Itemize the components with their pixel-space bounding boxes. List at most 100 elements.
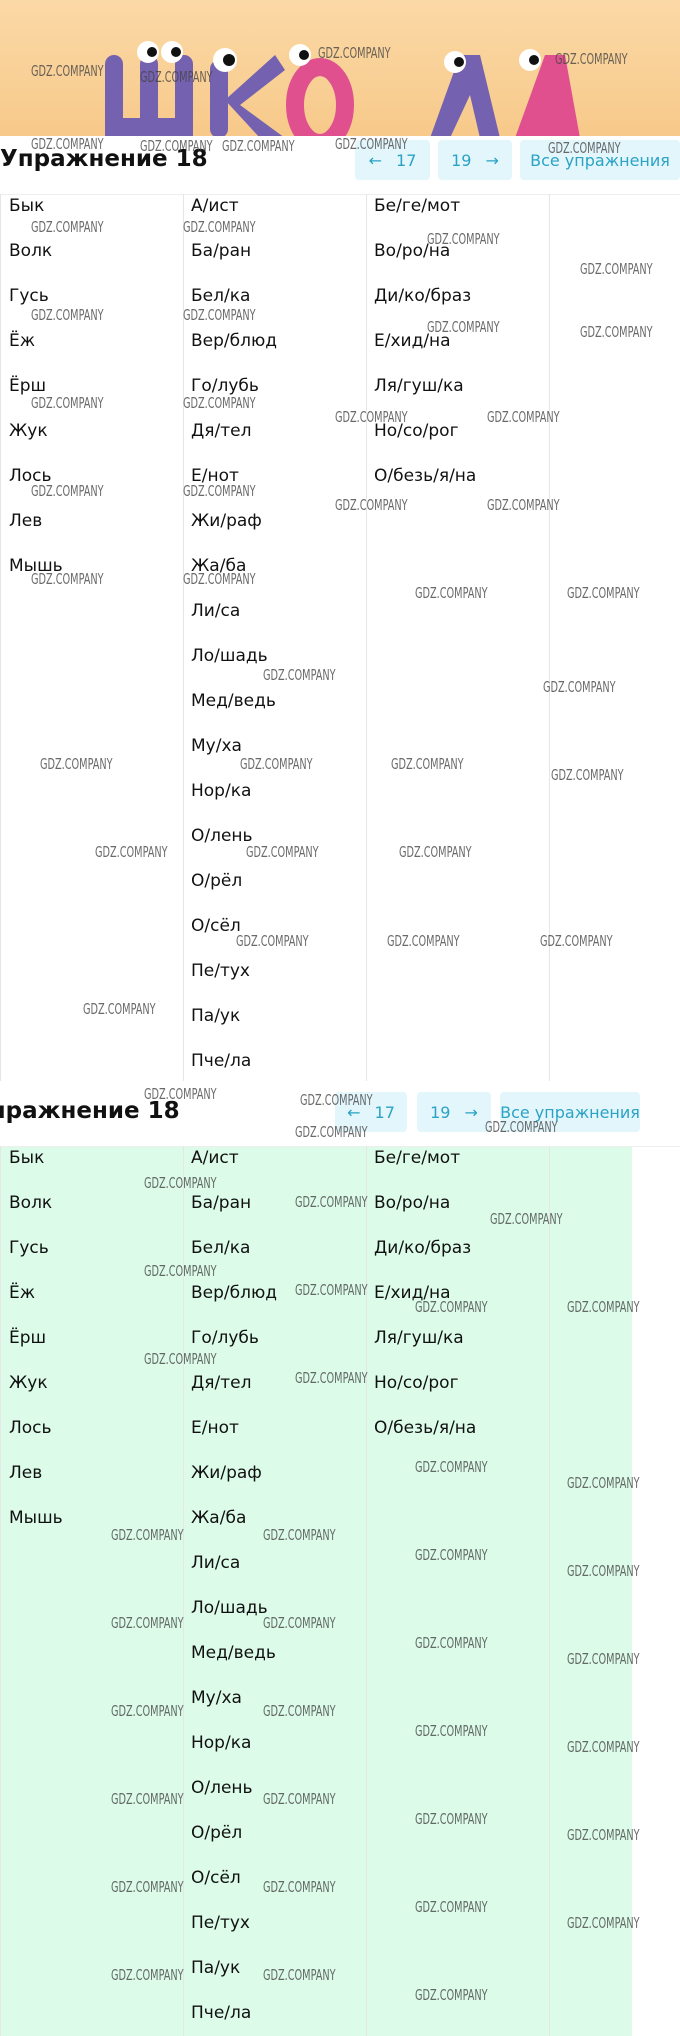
watermark: GDZ.COMPANY bbox=[140, 137, 213, 155]
watermark: GDZ.COMPANY bbox=[31, 218, 104, 236]
table-cell: Пе/тух bbox=[191, 1913, 250, 1933]
table-cell: О/сёл bbox=[191, 916, 241, 936]
watermark: GDZ.COMPANY bbox=[144, 1350, 217, 1368]
table-cell: Бел/ка bbox=[191, 286, 251, 306]
table-cell: Ёж bbox=[9, 331, 36, 351]
table-cell: Вер/блюд bbox=[191, 1283, 278, 1303]
watermark: GDZ.COMPANY bbox=[548, 139, 621, 157]
watermark: GDZ.COMPANY bbox=[567, 1914, 640, 1932]
watermark: GDZ.COMPANY bbox=[183, 218, 256, 236]
prev-button[interactable]: ← 17 bbox=[355, 140, 430, 180]
watermark: GDZ.COMPANY bbox=[31, 394, 104, 412]
next-button[interactable]: 19 → bbox=[438, 140, 512, 180]
table-background bbox=[0, 1146, 632, 2036]
watermark: GDZ.COMPANY bbox=[335, 408, 408, 426]
banner bbox=[0, 0, 680, 152]
section-title: Упражнение 18 bbox=[0, 146, 208, 172]
table-cell: Ёрш bbox=[9, 1328, 47, 1348]
prev-label[interactable]: 17 bbox=[396, 150, 417, 170]
watermark: GDZ.COMPANY bbox=[318, 44, 391, 62]
table-cell: Жи/раф bbox=[191, 1463, 262, 1483]
watermark: GDZ.COMPANY bbox=[490, 1210, 563, 1228]
table-cell: Волк bbox=[9, 241, 53, 261]
watermark: GDZ.COMPANY bbox=[567, 1562, 640, 1580]
table-cell: Но/со/рог bbox=[374, 1373, 459, 1393]
next-label[interactable]: 19 bbox=[430, 1102, 451, 1122]
watermark: GDZ.COMPANY bbox=[551, 766, 624, 784]
watermark: GDZ.COMPANY bbox=[427, 230, 500, 248]
table-cell: Волк bbox=[9, 1193, 53, 1213]
table-cell: Мед/ведь bbox=[191, 691, 276, 711]
table-cell: О/безь/я/на bbox=[374, 1418, 477, 1438]
table-cell: А/ист bbox=[191, 196, 239, 216]
next-button[interactable]: 19 → bbox=[417, 1092, 491, 1132]
table-cell: О/рёл bbox=[191, 1823, 243, 1843]
watermark: GDZ.COMPANY bbox=[31, 62, 104, 80]
table-cell: Па/ук bbox=[191, 1958, 241, 1978]
table-cell: Е/нот bbox=[191, 466, 239, 486]
watermark: GDZ.COMPANY bbox=[295, 1281, 368, 1299]
table-cell: Лось bbox=[9, 1418, 52, 1438]
watermark: GDZ.COMPANY bbox=[31, 570, 104, 588]
table-cell: О/сёл bbox=[191, 1868, 241, 1888]
table-cell: Пче/ла bbox=[191, 2003, 252, 2023]
watermark: GDZ.COMPANY bbox=[580, 323, 653, 341]
watermark: GDZ.COMPANY bbox=[415, 1722, 488, 1740]
watermark: GDZ.COMPANY bbox=[387, 932, 460, 950]
watermark: GDZ.COMPANY bbox=[263, 1702, 336, 1720]
watermark: GDZ.COMPANY bbox=[567, 1474, 640, 1492]
table-cell: Ди/ко/браз bbox=[374, 286, 472, 306]
watermark: GDZ.COMPANY bbox=[415, 1546, 488, 1564]
table-cell: О/лень bbox=[191, 1778, 253, 1798]
watermark: GDZ.COMPANY bbox=[31, 482, 104, 500]
watermark: GDZ.COMPANY bbox=[111, 1878, 184, 1896]
watermark: GDZ.COMPANY bbox=[144, 1262, 217, 1280]
table-cell: Во/ро/на bbox=[374, 241, 451, 261]
all-exercises-button[interactable]: Все упражнения bbox=[520, 140, 680, 180]
prev-label[interactable]: 17 bbox=[374, 1102, 395, 1122]
watermark: GDZ.COMPANY bbox=[263, 666, 336, 684]
all-exercises-button[interactable]: Все упражнения bbox=[500, 1092, 640, 1132]
column-divider bbox=[366, 1146, 367, 2036]
watermark: GDZ.COMPANY bbox=[567, 1826, 640, 1844]
next-label[interactable]: 19 bbox=[451, 150, 472, 170]
watermark: GDZ.COMPANY bbox=[487, 496, 560, 514]
watermark: GDZ.COMPANY bbox=[485, 1118, 558, 1136]
watermark: GDZ.COMPANY bbox=[111, 1614, 184, 1632]
watermark: GDZ.COMPANY bbox=[263, 1526, 336, 1544]
table-cell: Гусь bbox=[9, 1238, 49, 1258]
watermark: GDZ.COMPANY bbox=[183, 306, 256, 324]
table-cell: Жук bbox=[9, 1373, 48, 1393]
watermark: GDZ.COMPANY bbox=[111, 1526, 184, 1544]
table-cell: Нор/ка bbox=[191, 781, 252, 801]
watermark: GDZ.COMPANY bbox=[263, 1966, 336, 1984]
table-cell: Жа/ба bbox=[191, 556, 247, 576]
watermark: GDZ.COMPANY bbox=[555, 50, 628, 68]
table-cell: Мед/ведь bbox=[191, 1643, 276, 1663]
table-cell: Мышь bbox=[9, 1508, 63, 1528]
table-cell: Бык bbox=[9, 1148, 45, 1168]
watermark: GDZ.COMPANY bbox=[246, 843, 319, 861]
table-cell: Жи/раф bbox=[191, 511, 262, 531]
table-cell: Дя/тел bbox=[191, 1373, 252, 1393]
watermark: GDZ.COMPANY bbox=[31, 135, 104, 153]
watermark: GDZ.COMPANY bbox=[300, 1091, 373, 1109]
table-cell: Но/со/рог bbox=[374, 421, 459, 441]
column-divider bbox=[0, 1146, 1, 2036]
watermark: GDZ.COMPANY bbox=[111, 1966, 184, 1984]
table-cell: Му/ха bbox=[191, 736, 242, 756]
prev-button[interactable]: ← 17 bbox=[335, 1092, 407, 1132]
table-cell: О/лень bbox=[191, 826, 253, 846]
table-cell: Ли/са bbox=[191, 1553, 241, 1573]
table-cell: О/рёл bbox=[191, 871, 243, 891]
column-divider bbox=[183, 1146, 184, 2036]
watermark: GDZ.COMPANY bbox=[263, 1614, 336, 1632]
watermark: GDZ.COMPANY bbox=[399, 843, 472, 861]
watermark: GDZ.COMPANY bbox=[183, 394, 256, 412]
column-divider bbox=[183, 194, 184, 1081]
watermark: GDZ.COMPANY bbox=[415, 1986, 488, 2004]
watermark: GDZ.COMPANY bbox=[567, 584, 640, 602]
